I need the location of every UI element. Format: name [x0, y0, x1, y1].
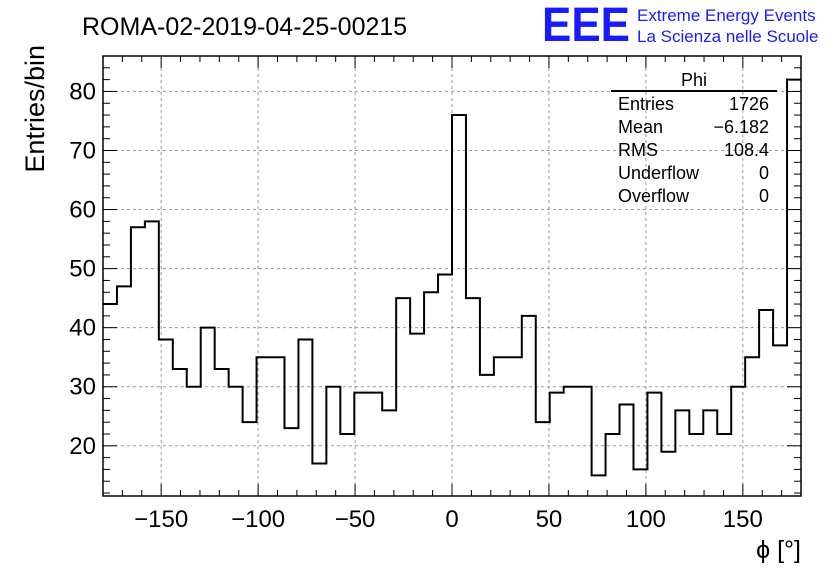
stats-row-value: −6.182: [713, 117, 769, 137]
histogram-bin: [773, 345, 787, 496]
y-tick-label: 50: [69, 256, 96, 283]
y-tick-label: 30: [69, 374, 96, 401]
stats-row-label: Entries: [618, 94, 674, 114]
histogram-bin: [410, 334, 424, 496]
x-tick-label: −50: [335, 506, 376, 533]
histogram-bin: [215, 369, 229, 496]
x-tick-label: 100: [626, 506, 666, 533]
stats-row-label: Underflow: [618, 163, 700, 183]
histogram-bin: [592, 475, 606, 496]
x-tick-label: 50: [536, 506, 563, 533]
histogram-bin: [494, 357, 508, 496]
y-tick-label: 20: [69, 433, 96, 460]
histogram-bin: [243, 422, 257, 496]
stats-box: Phi Entries 1726 Mean −6.182 RMS 108.4 Underfl…: [611, 70, 777, 206]
histogram-bin: [522, 316, 536, 496]
histogram-bin: [298, 339, 312, 496]
histogram-bin: [438, 275, 452, 496]
histogram-bin: [117, 286, 131, 496]
histogram-bin: [717, 434, 731, 496]
x-axis-label: ϕ [°]: [756, 536, 801, 564]
stats-box-rows: Entries 1726 Mean −6.182 RMS 108.4 Underflow 0 O…: [618, 94, 769, 206]
stats-box-title: Phi: [681, 70, 707, 90]
histogram-bin: [173, 369, 187, 496]
histogram-bin: [340, 434, 354, 496]
histogram-bin: [382, 410, 396, 496]
histogram-bin: [229, 387, 243, 496]
y-tick-label: 70: [69, 137, 96, 164]
histogram-bin: [689, 434, 703, 496]
chart-title: ROMA-02-2019-04-25-00215: [82, 13, 407, 41]
x-tick-label: −150: [134, 506, 188, 533]
histogram-bin: [620, 404, 634, 496]
histogram-bin: [145, 221, 159, 496]
stats-row-value: 1726: [729, 94, 769, 114]
histogram-bin: [452, 115, 466, 496]
y-tick-label: 40: [69, 315, 96, 342]
stats-row-label: Mean: [618, 117, 663, 137]
histogram-bin: [103, 304, 117, 496]
y-tick-label: 60: [69, 197, 96, 224]
y-axis-label: Entries/bin: [20, 45, 50, 173]
histogram-bin: [731, 387, 745, 496]
histogram-bin: [396, 298, 410, 496]
histogram-bin: [424, 292, 438, 496]
histogram-bin: [466, 298, 480, 496]
histogram-line: [103, 78, 801, 477]
histogram-bin: [326, 387, 340, 496]
histogram-bin: [703, 410, 717, 496]
histogram-series: [103, 78, 801, 496]
histogram-bin: [187, 387, 201, 496]
histogram-bin: [201, 328, 215, 496]
histogram-bin: [550, 393, 564, 496]
x-tick-label: 0: [445, 506, 458, 533]
histogram-bin: [271, 357, 285, 496]
histogram-bin: [606, 434, 620, 496]
x-tick-label: −100: [231, 506, 285, 533]
histogram-bin: [257, 357, 271, 496]
stats-row-label: Overflow: [618, 186, 690, 206]
logo-line1: Extreme Energy Events: [637, 6, 816, 25]
histogram-bin: [368, 393, 382, 496]
y-axis: 20 30 40 50 60 70 80: [69, 55, 801, 494]
histogram-bin: [578, 387, 592, 496]
histogram-bin: [564, 387, 578, 496]
histogram-bin: [159, 339, 173, 496]
histogram-bin: [508, 357, 522, 496]
histogram-bin: [745, 357, 759, 496]
histogram-bin: [312, 464, 326, 496]
histogram-bin: [675, 410, 689, 496]
stats-row-label: RMS: [618, 140, 658, 160]
histogram-bin: [131, 227, 145, 496]
y-tick-label: 80: [69, 78, 96, 105]
histogram-bin: [647, 393, 661, 496]
x-axis: −150 −100 −50 0 50 100 150: [102, 56, 802, 533]
histogram-bin: [284, 428, 298, 496]
histogram-bin: [536, 422, 550, 496]
stats-row-value: 108.4: [724, 140, 769, 160]
logo-line2: La Scienza nelle Scuole: [637, 27, 818, 46]
logo-letters: EEE: [542, 0, 630, 52]
histogram-bin: [759, 310, 773, 496]
histogram-bin: [633, 469, 647, 496]
histogram-bin: [354, 393, 368, 496]
histogram-bin: [661, 452, 675, 496]
x-tick-label: 150: [723, 506, 763, 533]
histogram-bin: [480, 375, 494, 496]
stats-row-value: 0: [759, 163, 769, 183]
stats-row-value: 0: [759, 186, 769, 206]
